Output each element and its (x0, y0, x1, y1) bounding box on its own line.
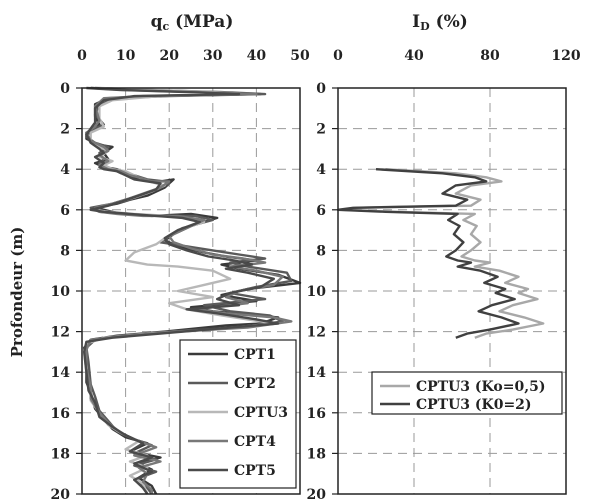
x-tick-label: 20 (159, 48, 179, 64)
y-tick-label: 0 (60, 81, 70, 97)
legend-label: CPT4 (234, 434, 276, 450)
x-tick-label: 0 (333, 48, 343, 64)
legend-label: CPT5 (234, 463, 276, 479)
legend-box (179, 339, 297, 489)
qc-legend: CPT1 CPT2 CPTU3 CPT4 CPT5 (179, 339, 297, 489)
y-tick-label: 18 (51, 446, 70, 462)
y-tick-label: 4 (316, 162, 326, 178)
y-tick-label: 6 (316, 203, 326, 219)
series-line-cptu3-ko-0-5- (340, 168, 545, 339)
id-title: ID (%) (412, 12, 468, 33)
y-tick-label: 4 (60, 162, 70, 178)
id-series-group (336, 168, 545, 339)
panel-id: ID (%) 0 40 80 120 0 2 4 6 8 10 12 14 16 18 20 CPTU3 … (307, 12, 581, 503)
id-y-tick-labels: 0 2 4 6 8 10 12 14 16 18 20 (307, 81, 338, 503)
legend-label: CPTU3 (K0=2) (416, 397, 532, 413)
y-tick-label: 20 (51, 487, 71, 503)
y-tick-label: 2 (60, 122, 70, 138)
qc-y-tick-labels: 0 2 4 6 8 10 12 14 16 18 20 (51, 81, 82, 503)
y-tick-label: 20 (307, 487, 327, 503)
y-tick-label: 14 (307, 365, 327, 381)
y-tick-label: 10 (51, 284, 71, 300)
legend-label: CPT1 (234, 347, 276, 363)
y-tick-label: 12 (307, 325, 326, 341)
legend-box (371, 371, 563, 415)
y-tick-label: 8 (60, 243, 70, 259)
y-tick-label: 2 (316, 122, 326, 138)
y-tick-label: 18 (307, 446, 326, 462)
id-x-tick-labels: 0 40 80 120 (333, 48, 581, 64)
y-tick-label: 16 (51, 406, 70, 422)
x-tick-label: 50 (290, 48, 310, 64)
qc-series-group (83, 86, 302, 495)
y-axis-label: Profondeur (m) (8, 227, 26, 358)
panel-qc: qc (MPa) 0 10 20 30 40 50 0 2 4 6 8 10 12 14 16 18 20 C… (51, 12, 310, 503)
qc-x-tick-labels: 0 10 20 30 40 50 (77, 48, 310, 64)
y-tick-label: 0 (316, 81, 326, 97)
y-tick-label: 16 (307, 406, 326, 422)
id-legend: CPTU3 (Ko=0,5) CPTU3 (K0=2) (371, 371, 563, 415)
legend-label: CPT2 (234, 376, 276, 392)
legend-label: CPTU3 (Ko=0,5) (416, 379, 545, 395)
x-tick-label: 120 (551, 48, 580, 64)
series-line-cptu3-k0-2- (336, 168, 520, 339)
y-tick-label: 14 (51, 365, 71, 381)
qc-title: qc (MPa) (151, 12, 234, 33)
series-line-cpt5 (83, 86, 280, 495)
x-tick-label: 30 (203, 48, 223, 64)
y-tick-label: 8 (316, 243, 326, 259)
x-tick-label: 40 (247, 48, 267, 64)
y-tick-label: 12 (51, 325, 70, 341)
legend-label: CPTU3 (234, 405, 288, 421)
y-tick-label: 6 (60, 203, 70, 219)
y-tick-label: 10 (307, 284, 327, 300)
x-tick-label: 10 (116, 48, 136, 64)
x-tick-label: 80 (480, 48, 500, 64)
x-tick-label: 0 (77, 48, 87, 64)
x-tick-label: 40 (404, 48, 424, 64)
